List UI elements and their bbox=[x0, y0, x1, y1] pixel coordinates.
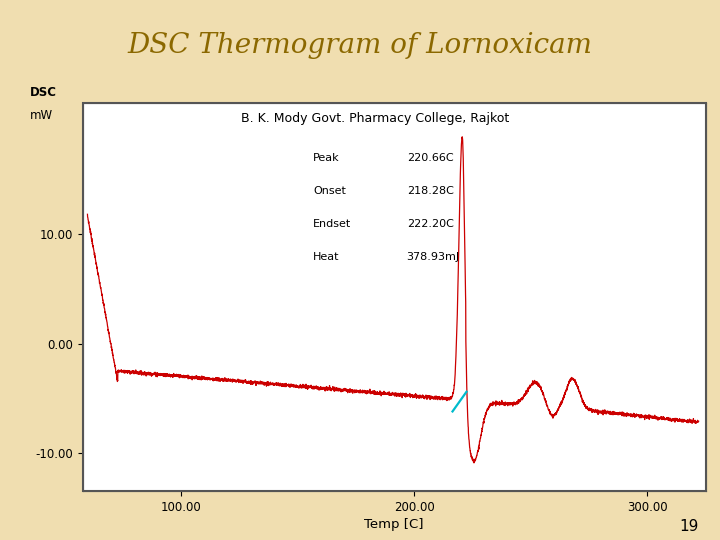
Text: B. K. Mody Govt. Pharmacy College, Rajkot: B. K. Mody Govt. Pharmacy College, Rajko… bbox=[241, 112, 510, 125]
Text: 222.20C: 222.20C bbox=[407, 219, 454, 230]
Text: 220.66C: 220.66C bbox=[407, 153, 454, 163]
Text: DSC Thermogram of Lornoxicam: DSC Thermogram of Lornoxicam bbox=[127, 32, 593, 59]
Text: 19: 19 bbox=[679, 519, 698, 534]
Text: 378.93mJ: 378.93mJ bbox=[407, 252, 460, 262]
Text: mW: mW bbox=[30, 109, 53, 122]
Text: 218.28C: 218.28C bbox=[407, 186, 454, 196]
Text: Heat: Heat bbox=[313, 252, 340, 262]
Text: Endset: Endset bbox=[313, 219, 351, 230]
Text: Peak: Peak bbox=[313, 153, 340, 163]
Text: DSC: DSC bbox=[30, 86, 57, 99]
Text: Onset: Onset bbox=[313, 186, 346, 196]
Bar bbox=[83, 103, 706, 491]
X-axis label: Temp [C]: Temp [C] bbox=[364, 518, 424, 531]
